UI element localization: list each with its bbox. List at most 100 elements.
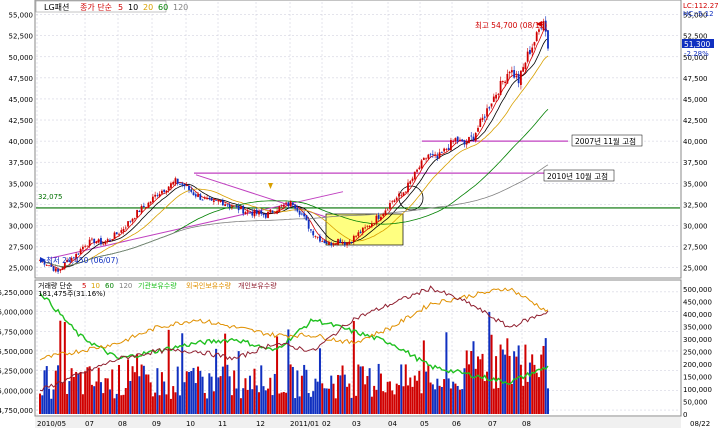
volume-bar [427, 364, 430, 414]
volume-bar [418, 370, 421, 414]
volume-bar [382, 391, 385, 414]
volume-bar [124, 388, 127, 414]
candle-body [282, 204, 285, 207]
candle-body [440, 152, 443, 154]
volume-bar [321, 383, 324, 414]
candle-body [140, 205, 143, 213]
ma-label: 종가 단순 [80, 2, 112, 12]
volume-bar [486, 371, 489, 414]
volume-bar [160, 372, 163, 414]
candle-body [291, 202, 294, 205]
candle-body [219, 200, 222, 202]
volume-bar [230, 395, 233, 414]
candle-body [97, 239, 100, 243]
indiv-legend: 개인보유수량 [238, 281, 277, 290]
price-tick-right: 47,500 [683, 75, 708, 83]
candle-body [151, 196, 154, 203]
volume-bar [57, 365, 60, 414]
volume-bar [136, 354, 139, 414]
candle-body [375, 215, 378, 224]
volume-bar [519, 364, 522, 414]
volume-bar [224, 333, 227, 414]
vol-legend-5: 5 [82, 282, 86, 290]
candle-body [305, 215, 308, 221]
candle-body [481, 117, 484, 120]
volume-bar [251, 389, 254, 414]
candle-body [115, 232, 118, 235]
date-tick: 07 [85, 420, 94, 428]
volume-bar [48, 388, 51, 414]
candle-body [407, 182, 409, 193]
candle-body [330, 242, 333, 246]
volume-bar [341, 365, 344, 414]
volume-tick-right: 450,000 [683, 299, 712, 307]
candle-body [294, 204, 297, 209]
ma-line-5 [39, 27, 549, 271]
volume-bar [483, 381, 486, 414]
volume-bar [366, 376, 369, 414]
volume-bar [66, 393, 69, 414]
candle-body [104, 241, 107, 245]
volume-bar [454, 383, 457, 414]
candle-body [113, 232, 116, 240]
volume-bar [526, 381, 529, 414]
volume-bar [361, 366, 364, 414]
volume-bar [237, 351, 240, 414]
candle-body [429, 153, 432, 155]
candle-body [118, 233, 120, 235]
candle-body [88, 239, 91, 247]
price-tick-right: 55,000 [683, 12, 708, 20]
candle-body [84, 245, 87, 247]
candle-body [411, 178, 414, 181]
price-tick-left: 50,000 [9, 54, 34, 62]
candle-body [382, 214, 385, 217]
price-tick-left: 55,000 [9, 12, 34, 20]
volume-bar [386, 381, 389, 414]
info-lc: LC:112.27 [683, 2, 719, 10]
candle-body [404, 191, 407, 193]
volume-bar [495, 356, 498, 414]
candle-body [93, 238, 96, 243]
volume-bar [375, 389, 378, 414]
date-tick: 07 [488, 420, 497, 428]
volume-bar [63, 321, 66, 414]
volume-bar [190, 371, 193, 414]
volume-bar [513, 351, 516, 414]
volume-bar [151, 396, 154, 414]
candle-body [79, 249, 82, 254]
candle-body [192, 192, 195, 196]
volume-bar [68, 381, 71, 414]
volume-bar [294, 398, 297, 414]
candle-body [488, 107, 491, 109]
volume-bar [343, 374, 346, 414]
volume-bar [97, 367, 100, 414]
volume-bar [443, 379, 446, 414]
candle-body [226, 204, 229, 206]
volume-bar [174, 392, 177, 414]
high-annotation: 최고 54,700 (08/15) [475, 20, 547, 30]
volume-bar [355, 395, 358, 414]
candle-body [72, 257, 75, 259]
price-tick-right: 35,000 [683, 180, 708, 188]
volume-bar [255, 385, 258, 414]
volume-bar [206, 398, 209, 414]
volume-bar [370, 396, 373, 414]
volume-tick-left: 5,000,000 [0, 387, 33, 395]
candle-body [454, 138, 457, 142]
candle-body [459, 139, 461, 141]
volume-bar [54, 370, 57, 414]
candle-body [68, 260, 71, 262]
volume-bar [188, 371, 191, 414]
price-tick-left: 27,500 [9, 243, 34, 251]
candle-body [321, 241, 324, 242]
candle-body [495, 94, 497, 99]
date-tick: 06 [452, 420, 461, 428]
volume-bar [242, 388, 245, 414]
volume-bar [217, 377, 220, 414]
candle-body [264, 213, 267, 218]
volume-bar [373, 385, 376, 414]
volume-tick-left: 6,250,000 [0, 289, 33, 297]
price-tick-right: 32,500 [683, 201, 708, 209]
foreign-legend: 외국인보유수량 [186, 281, 232, 290]
